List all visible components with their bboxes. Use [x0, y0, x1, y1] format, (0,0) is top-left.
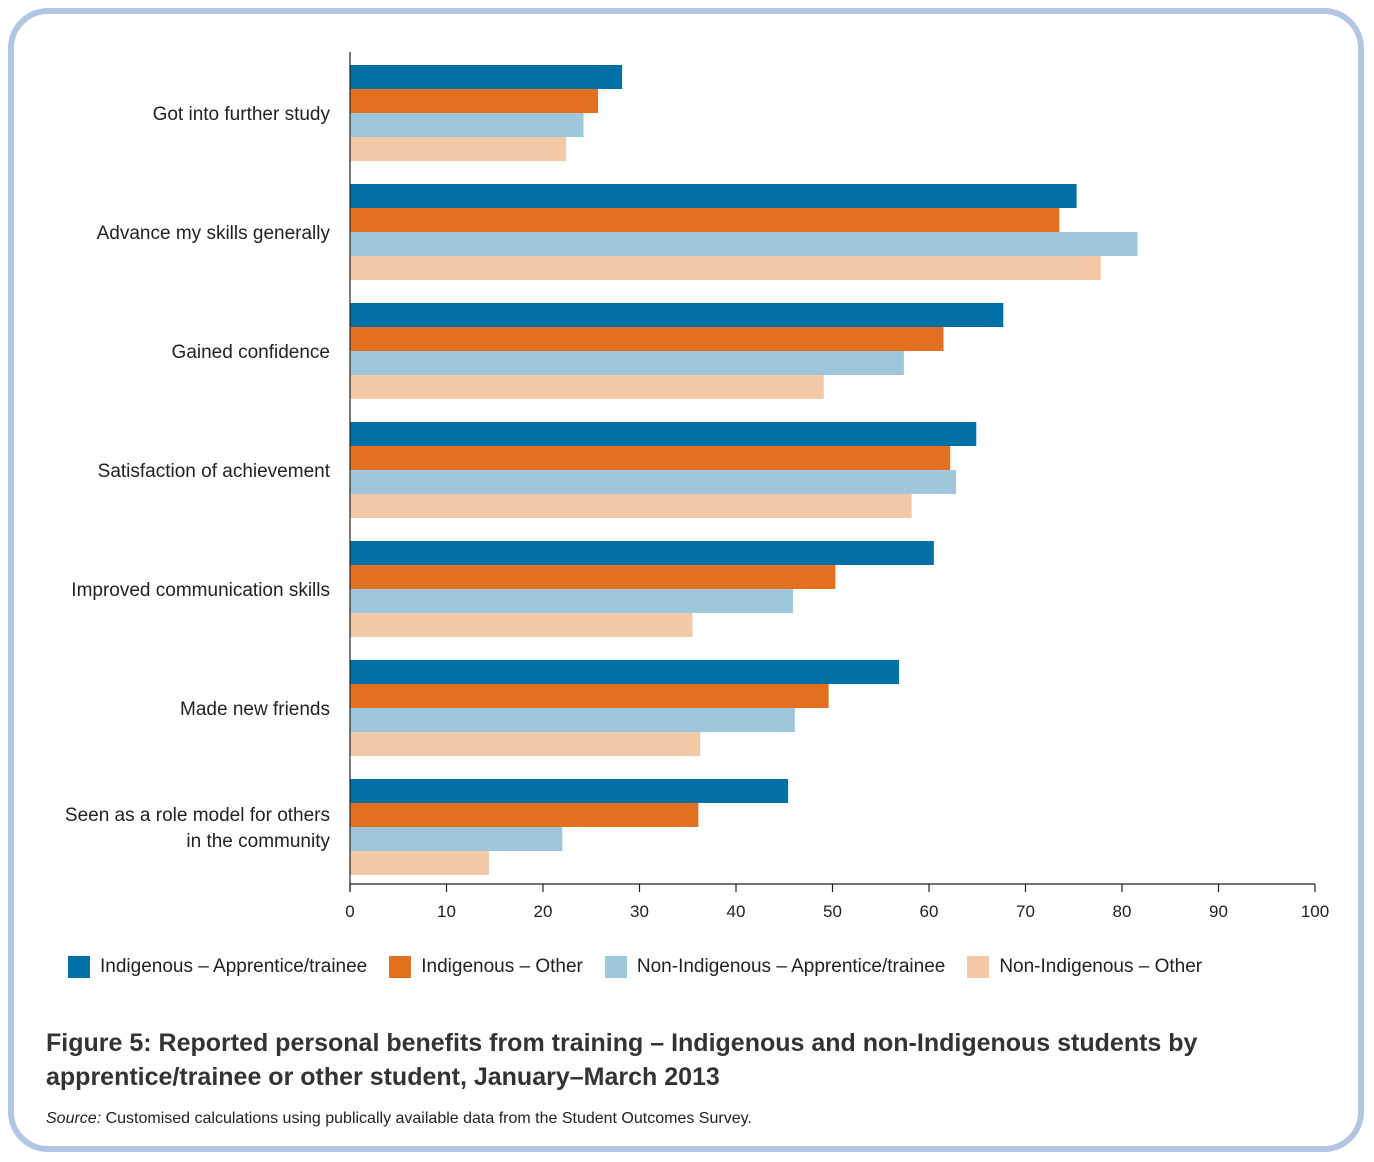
bar: [350, 89, 599, 113]
x-tick-label: 70: [1016, 902, 1035, 921]
category-group: Got into further study: [153, 65, 623, 161]
x-tick-label: 100: [1301, 902, 1329, 921]
x-tick-label: 80: [1113, 902, 1132, 921]
category-group: Satisfaction of achievement: [98, 422, 977, 518]
bar: [350, 565, 836, 589]
category-label: Got into further study: [153, 104, 331, 125]
legend-label: Indigenous – Apprentice/trainee: [100, 956, 368, 977]
legend-item: Non-Indigenous – Other: [967, 956, 1202, 978]
bar: [350, 541, 934, 565]
category-group: Seen as a role model for others in the co…: [65, 779, 789, 875]
category-label: Improved communication skills: [71, 580, 330, 601]
legend-swatch: [68, 956, 90, 978]
bar: [350, 351, 904, 375]
category-label: Seen as a role model for others: [65, 805, 330, 826]
bar: [350, 446, 951, 470]
bar: [350, 375, 824, 399]
x-tick-label: 40: [727, 902, 746, 921]
category-label: Advance my skills generally: [97, 223, 331, 244]
bar: [350, 732, 701, 756]
category-group: Gained confidence: [172, 303, 1004, 399]
chart-legend: Indigenous – Apprentice/trainee Indigenou…: [68, 956, 1224, 978]
legend-item: Indigenous – Other: [389, 956, 583, 978]
legend-swatch: [604, 956, 627, 978]
bar: [350, 660, 900, 684]
category-group: Improved communication skills: [71, 541, 934, 637]
legend-item: Non-Indigenous – Apprentice/trainee: [604, 956, 946, 978]
x-tick-label: 20: [534, 902, 553, 921]
bar: [350, 494, 912, 518]
category-label: Gained confidence: [172, 342, 330, 363]
bar: [350, 851, 489, 875]
category-group: Advance my skills generally: [97, 184, 1138, 280]
bar: [350, 184, 1077, 208]
legend-label: Indigenous – Other: [421, 956, 583, 977]
x-tick-label: 60: [920, 902, 939, 921]
bar: [350, 232, 1138, 256]
bar: [350, 65, 623, 89]
category-label: in the community: [186, 831, 330, 852]
category-label: Satisfaction of achievement: [98, 461, 331, 482]
bar: [350, 208, 1060, 232]
bar: [350, 589, 793, 613]
legend-label: Non-Indigenous – Apprentice/trainee: [636, 956, 946, 977]
bar: [350, 256, 1101, 280]
x-tick-label: 10: [437, 902, 456, 921]
bar: [350, 684, 829, 708]
bar: [350, 827, 563, 851]
legend-label: Non-Indigenous – Other: [999, 956, 1203, 977]
bar: [350, 779, 789, 803]
bar: [350, 708, 795, 732]
x-tick-label: 30: [630, 902, 649, 921]
bar: [350, 613, 693, 637]
bar: [350, 113, 584, 137]
legend-swatch: [389, 956, 412, 978]
source-label: Source:: [46, 1110, 102, 1127]
bar: [350, 327, 944, 351]
bar: [350, 137, 567, 161]
bar: [350, 303, 1004, 327]
bar: [350, 470, 957, 494]
legend-item: Indigenous – Apprentice/trainee: [68, 956, 367, 978]
x-tick-label: 50: [823, 902, 842, 921]
category-label: Made new friends: [180, 699, 330, 720]
bar-chart: Got into further study Advance my skills …: [65, 52, 1329, 921]
source-text: Customised calculations using publically…: [101, 1110, 752, 1127]
x-tick-label: 0: [345, 902, 354, 921]
bar: [350, 422, 977, 446]
legend-swatch: [967, 956, 990, 978]
figure-title: Figure 5: Reported personal benefits fro…: [46, 1029, 1198, 1091]
figure-source: Source: Customised calculations using pu…: [46, 1110, 752, 1128]
x-tick-label: 90: [1209, 902, 1228, 921]
category-group: Made new friends: [180, 660, 900, 756]
bar: [350, 803, 699, 827]
